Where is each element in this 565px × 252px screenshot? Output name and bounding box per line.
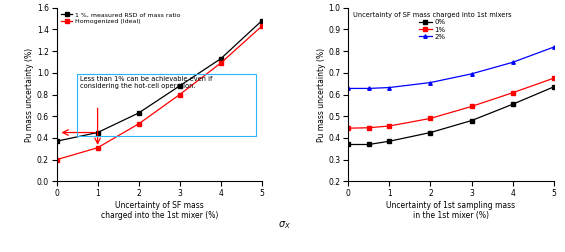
- 1%: [386, 124, 393, 128]
- 2%: [427, 81, 434, 84]
- Line: Homogenized (Ideal): Homogenized (Ideal): [54, 24, 264, 162]
- Line: 1%: 1%: [346, 76, 555, 130]
- 2%: [366, 87, 372, 90]
- Homogenized (Ideal): [259, 24, 266, 27]
- 1 %, measured RSD of mass ratio: [94, 131, 101, 134]
- Line: 0%: 0%: [346, 85, 555, 146]
- Y-axis label: Pu mass uncertainty (%): Pu mass uncertainty (%): [25, 47, 34, 142]
- Homogenized (Ideal): [94, 146, 101, 149]
- 1%: [345, 127, 351, 130]
- Homogenized (Ideal): [135, 122, 142, 125]
- 1 %, measured RSD of mass ratio: [135, 111, 142, 114]
- 0%: [468, 119, 475, 122]
- X-axis label: Uncertainty of 1st sampling mass
in the 1st mixer (%): Uncertainty of 1st sampling mass in the …: [386, 201, 515, 220]
- 0%: [509, 103, 516, 106]
- Legend: 1 %, measured RSD of mass ratio, Homogenized (Ideal): 1 %, measured RSD of mass ratio, Homogen…: [60, 11, 181, 25]
- Y-axis label: Pu mass uncertainty (%): Pu mass uncertainty (%): [317, 47, 325, 142]
- X-axis label: Uncertainty of SF mass
charged into the 1st mixer (%): Uncertainty of SF mass charged into the …: [101, 201, 218, 220]
- 2%: [468, 72, 475, 75]
- 2%: [345, 87, 351, 90]
- 1 %, measured RSD of mass ratio: [218, 57, 224, 60]
- 1%: [468, 105, 475, 108]
- 0%: [345, 143, 351, 146]
- Homogenized (Ideal): [176, 93, 183, 96]
- Homogenized (Ideal): [218, 61, 224, 65]
- Text: $\sigma_X$: $\sigma_X$: [279, 220, 292, 232]
- 0%: [386, 140, 393, 143]
- 2%: [550, 46, 557, 49]
- Line: 1 %, measured RSD of mass ratio: 1 %, measured RSD of mass ratio: [54, 18, 264, 143]
- 1%: [509, 91, 516, 94]
- 0%: [366, 143, 372, 146]
- 0%: [550, 85, 557, 88]
- Homogenized (Ideal): [53, 158, 60, 161]
- Text: Less than 1% can be achievable even if
considering the hot-cell operation.: Less than 1% can be achievable even if c…: [80, 76, 212, 89]
- 1 %, measured RSD of mass ratio: [259, 19, 266, 22]
- Line: 2%: 2%: [346, 45, 555, 90]
- 2%: [509, 61, 516, 64]
- 1%: [366, 126, 372, 129]
- 2%: [386, 86, 393, 89]
- Legend: 0%, 1%, 2%: 0%, 1%, 2%: [352, 11, 513, 41]
- 1%: [427, 117, 434, 120]
- 1%: [550, 77, 557, 80]
- 1 %, measured RSD of mass ratio: [53, 140, 60, 143]
- 1 %, measured RSD of mass ratio: [176, 84, 183, 87]
- 0%: [427, 131, 434, 134]
